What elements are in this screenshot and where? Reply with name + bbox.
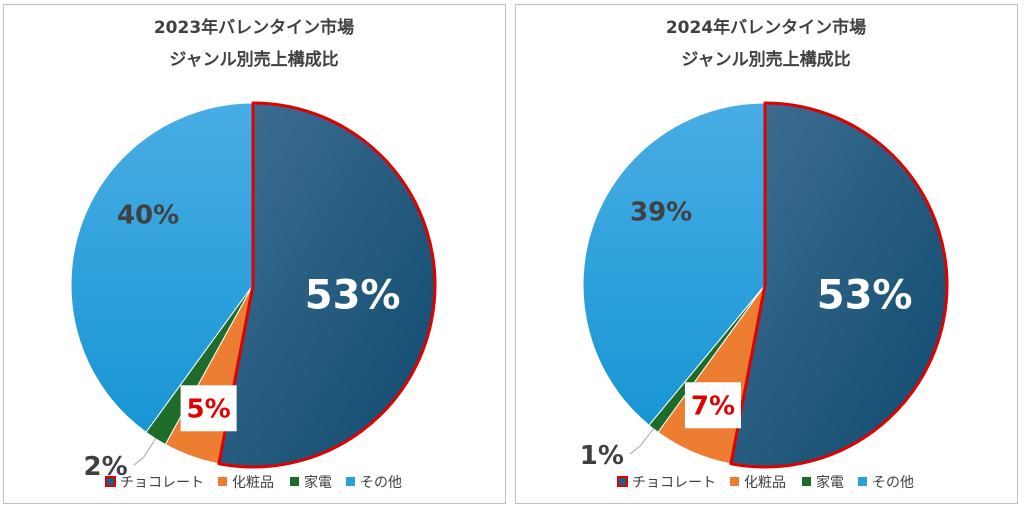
pie-slice-chocolate — [217, 101, 437, 469]
chart-title: 2024年バレンタイン市場 — [666, 17, 866, 38]
legend-label-chocolate: チョコレート — [632, 475, 716, 491]
legend-label-other: その他 — [360, 475, 402, 491]
legend-swatch-other — [346, 477, 355, 486]
legend-swatch-cosmetics — [218, 477, 227, 486]
pie-chart-2024: 2024年バレンタイン市場 ジャンル別売上構成比 53% 7% 1% 39% チョコレ… — [580, 17, 949, 491]
legend-swatch-appliances — [802, 477, 811, 486]
data-label-appliances: 1% — [580, 441, 624, 471]
chart-legend: チョコレート 化粧品 家電 その他 — [105, 474, 402, 491]
pie-data-labels: 53% 7% 1% 39% — [580, 197, 913, 471]
chart-legend: チョコレート 化粧品 家電 その他 — [617, 474, 914, 491]
data-label-cosmetics: 7% — [691, 391, 735, 421]
chart-subtitle: ジャンル別売上構成比 — [681, 49, 850, 70]
pie-slice-other — [582, 102, 766, 426]
pie-slice-chocolate — [729, 101, 949, 469]
legend-swatch-other — [858, 477, 867, 486]
pie-slice-other — [70, 102, 254, 433]
legend-swatch-chocolate — [617, 476, 628, 487]
data-label-other: 40% — [117, 201, 179, 231]
leader-line-appliances — [629, 428, 654, 455]
chart-panel-2024: 2024年バレンタイン市場 ジャンル別売上構成比 53% 7% 1% 39% チョコレ… — [515, 4, 1018, 504]
data-label-other: 39% — [630, 197, 692, 227]
leader-line-appliances — [133, 438, 156, 466]
legend-swatch-chocolate — [105, 476, 116, 487]
legend-label-appliances: 家電 — [304, 474, 332, 491]
data-label-box-cosmetics — [684, 382, 741, 429]
data-label-cosmetics: 5% — [187, 394, 231, 424]
legend-swatch-cosmetics — [730, 477, 739, 486]
chart-subtitle: ジャンル別売上構成比 — [169, 49, 338, 70]
pie-slices — [70, 101, 437, 469]
legend-swatch-appliances — [290, 477, 299, 486]
chart-panel-2023: 2023年バレンタイン市場 ジャンル別売上構成比 53% 5% 2% 40% チョコレ… — [3, 4, 506, 504]
chart-title: 2023年バレンタイン市場 — [154, 17, 354, 38]
legend-label-cosmetics: 化粧品 — [232, 475, 274, 491]
data-label-box-cosmetics — [180, 385, 237, 432]
legend-label-appliances: 家電 — [816, 474, 844, 491]
pie-chart-2023: 2023年バレンタイン市場 ジャンル別売上構成比 53%5%2%40% チョコレ… — [70, 17, 437, 491]
legend-label-chocolate: チョコレート — [120, 475, 204, 491]
pie-data-labels: 53%5%2%40% — [84, 201, 401, 483]
data-label-chocolate: 53% — [305, 272, 401, 318]
legend-label-cosmetics: 化粧品 — [744, 475, 786, 491]
legend-label-other: その他 — [872, 475, 914, 491]
data-label-chocolate: 53% — [817, 272, 913, 318]
